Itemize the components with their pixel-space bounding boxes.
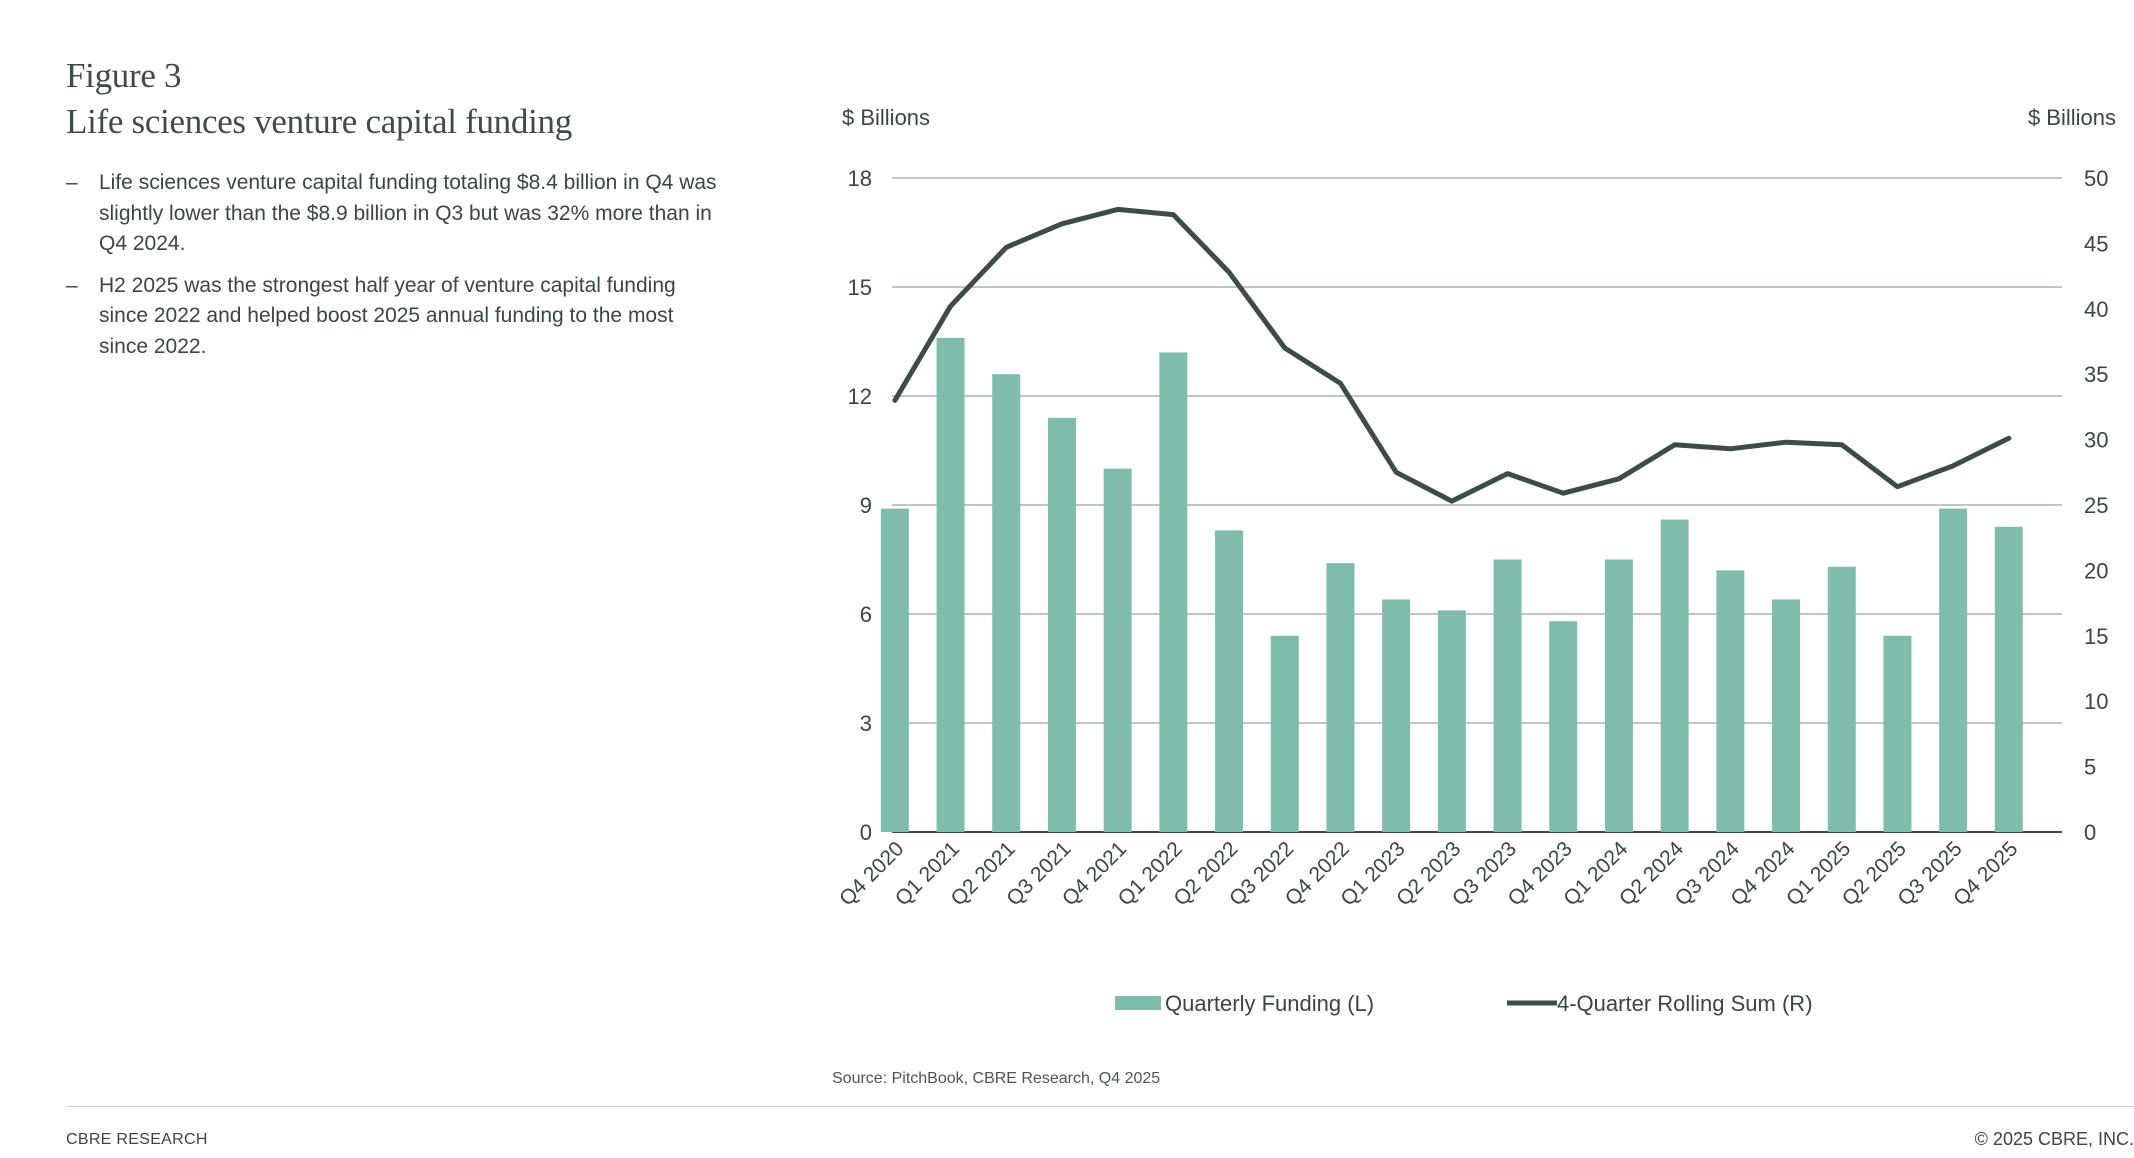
- y-tick-right: 0: [2084, 820, 2096, 845]
- y-tick-left: 9: [860, 493, 872, 518]
- bar-series: [880, 337, 2023, 832]
- y-tick-right: 35: [2084, 362, 2108, 387]
- bar: [1716, 570, 1745, 832]
- y-tick-right: 25: [2084, 493, 2108, 518]
- y-tick-left: 0: [860, 820, 872, 845]
- bar: [880, 508, 909, 832]
- bar: [1772, 599, 1801, 832]
- bar: [1549, 621, 1578, 832]
- bar: [1939, 508, 1968, 832]
- bullet-dash: –: [66, 171, 78, 194]
- figure-label: Figure 3: [66, 56, 182, 95]
- legend-label-bar: Quarterly Funding (L): [1165, 991, 1374, 1016]
- bar: [1270, 635, 1299, 832]
- bullet-list: – Life sciences venture capital funding …: [66, 168, 726, 373]
- y-tick-right: 50: [2084, 166, 2108, 191]
- y-tick-left: 6: [860, 602, 872, 627]
- y-tick-left: 12: [848, 384, 872, 409]
- bar: [1437, 610, 1466, 832]
- y-tick-right: 45: [2084, 231, 2108, 256]
- y-tick-right: 30: [2084, 428, 2108, 453]
- bar: [1827, 566, 1856, 832]
- bar: [1994, 526, 2023, 832]
- rolling-sum-line: [892, 206, 2012, 504]
- figure-title: Life sciences venture capital funding: [66, 102, 572, 141]
- line-series: [892, 206, 2012, 504]
- y-axis-left-label: $ Billions: [842, 105, 930, 130]
- bar: [1883, 635, 1912, 832]
- y-tick-right: 40: [2084, 297, 2108, 322]
- source-note: Source: PitchBook, CBRE Research, Q4 202…: [832, 1070, 1161, 1087]
- bullet-dash: –: [66, 273, 78, 297]
- y-tick-right: 10: [2084, 689, 2108, 714]
- bar: [992, 374, 1021, 832]
- bar: [1493, 559, 1522, 832]
- y-tick-left: 18: [848, 166, 872, 191]
- legend-label-line: 4-Quarter Rolling Sum (R): [1557, 991, 1813, 1016]
- bullet-text: H2 2025 was the strongest half year of v…: [99, 273, 676, 358]
- bar: [1159, 352, 1188, 832]
- legend: Quarterly Funding (L) 4-Quarter Rolling …: [1115, 991, 1813, 1016]
- bar: [1103, 468, 1132, 832]
- footer-divider: [66, 1106, 2134, 1107]
- y-tick-left: 3: [860, 711, 872, 736]
- y-tick-right: 5: [2084, 755, 2096, 780]
- y-tick-right: 15: [2084, 624, 2108, 649]
- legend-swatch-bar: [1115, 996, 1161, 1010]
- footer-brand: CBRE RESEARCH: [66, 1131, 208, 1148]
- bar: [1382, 599, 1411, 832]
- y-tick-left: 15: [848, 275, 872, 300]
- bullet-item: – Life sciences venture capital funding …: [66, 168, 726, 260]
- footer-copyright: © 2025 CBRE, INC.: [1974, 1129, 2134, 1149]
- bar: [1047, 417, 1076, 832]
- bar: [1604, 559, 1633, 832]
- bar: [936, 337, 965, 832]
- bullet-item: – H2 2025 was the strongest half year of…: [66, 271, 726, 363]
- bullet-text: Life sciences venture capital funding to…: [99, 171, 717, 255]
- bar: [1660, 519, 1689, 832]
- y-tick-right: 20: [2084, 558, 2108, 583]
- bar: [1215, 530, 1244, 832]
- bar: [1326, 563, 1355, 832]
- gridlines: [892, 177, 2062, 833]
- y-axis-right-label: $ Billions: [2028, 105, 2116, 130]
